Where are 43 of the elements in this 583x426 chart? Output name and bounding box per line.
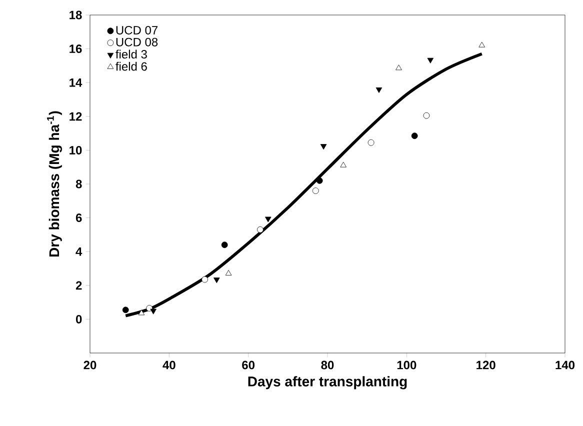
point: [264, 216, 272, 222]
point: [214, 278, 220, 284]
point: [368, 139, 374, 146]
x-tick-label: 140: [556, 360, 575, 370]
y-tick-label: 6: [76, 214, 82, 222]
point: [312, 188, 319, 194]
y-tick-label: 2: [76, 281, 82, 290]
point: [257, 226, 264, 233]
y-axis-title: Dry biomass (Mg ha$^{-1}$): [47, 111, 62, 257]
x-tick-label: 60: [242, 360, 255, 370]
point: [122, 306, 129, 314]
point: [316, 177, 323, 184]
point: [478, 42, 486, 48]
point: [202, 276, 208, 283]
x-axis-title: Days after transplanting: [248, 376, 407, 390]
x-tick-label: 20: [84, 360, 96, 370]
point: [150, 308, 156, 314]
y-tick-label: 14: [70, 78, 82, 87]
point: [411, 132, 418, 140]
point: [225, 270, 232, 276]
y-tick-label: 18: [70, 10, 82, 20]
point: [427, 58, 434, 64]
x-tick-label: 80: [321, 360, 334, 370]
legend-label: UCD 07: [116, 26, 158, 34]
point: [221, 242, 228, 248]
legend-label: field 3: [116, 50, 147, 59]
y-tick-label: 16: [70, 44, 82, 54]
y-tick-label: 4: [76, 247, 82, 256]
x-tick-label: 40: [162, 360, 176, 370]
y-tick-label: 12: [70, 112, 82, 121]
legend-label: UCD 08: [116, 38, 158, 46]
point: [320, 144, 327, 150]
y-tick-label: 0: [76, 314, 82, 324]
y-tick-label: 8: [76, 180, 82, 188]
x-tick-label: 100: [397, 360, 416, 370]
y-tick-label: 10: [70, 146, 82, 154]
point: [138, 310, 145, 316]
point: [340, 162, 346, 168]
point: [396, 64, 402, 70]
x-tick-label: 120: [476, 360, 496, 370]
point: [423, 112, 430, 119]
point: [376, 87, 382, 93]
legend-label: field 6: [116, 62, 147, 71]
